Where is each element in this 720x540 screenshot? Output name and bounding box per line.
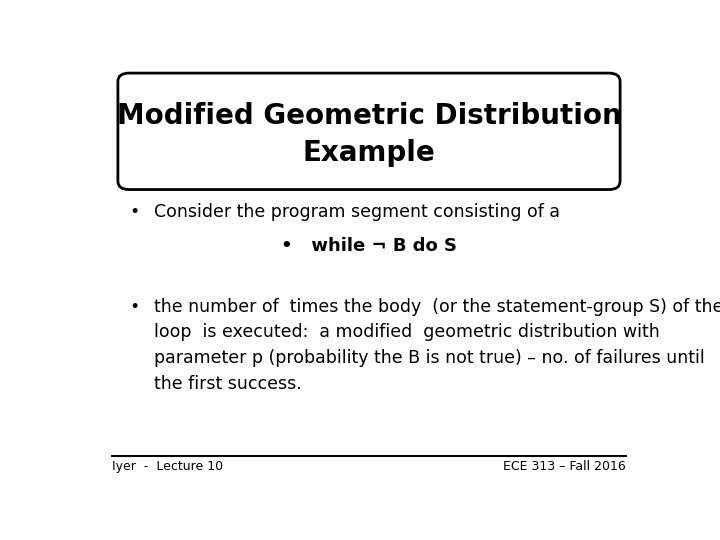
Text: Example: Example: [302, 139, 436, 167]
Text: Consider the program segment consisting of a: Consider the program segment consisting …: [154, 204, 566, 221]
Text: the number of  times the body  (or the statement-group S) of the
loop  is execut: the number of times the body (or the sta…: [154, 298, 720, 393]
Text: ECE 313 – Fall 2016: ECE 313 – Fall 2016: [503, 460, 626, 472]
Text: •: •: [129, 298, 139, 316]
Text: Modified Geometric Distribution: Modified Geometric Distribution: [117, 103, 621, 130]
Text: •   while ¬ B do S: • while ¬ B do S: [281, 237, 457, 255]
Text: Iyer  -  Lecture 10: Iyer - Lecture 10: [112, 460, 223, 472]
Text: •: •: [129, 204, 139, 221]
FancyBboxPatch shape: [118, 73, 620, 190]
